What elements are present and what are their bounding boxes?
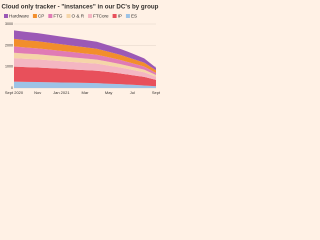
legend-label: Hardware [9, 14, 29, 19]
legend-label: O & R [72, 14, 85, 19]
x-tick-label: Sept 2020 [5, 90, 24, 95]
area [14, 30, 156, 71]
y-tick-label: 2000 [5, 43, 13, 47]
x-tick-label: May [105, 90, 113, 95]
legend-swatch [32, 14, 37, 18]
legend-label: FTG [53, 14, 63, 19]
area [14, 38, 156, 73]
x-tick-label: Sept [152, 90, 160, 95]
legend-swatch [125, 14, 130, 18]
area [14, 46, 156, 75]
legend-swatch [112, 14, 117, 18]
area [14, 81, 156, 88]
x-tick-label: Nov [34, 90, 41, 95]
legend-swatch [88, 14, 93, 18]
y-tick-label: 1000 [5, 65, 13, 69]
y-tick-label: 3000 [5, 22, 13, 26]
legend-label: FTCore [93, 14, 109, 19]
x-tick-label: Jan 2021 [53, 90, 70, 95]
chart: Cloud only tracker - "instances" in our … [0, 0, 160, 106]
legend-swatch [48, 14, 53, 18]
y-tick-label: 0 [11, 86, 13, 90]
x-tick-label: Mar [82, 90, 90, 95]
area [14, 58, 156, 80]
legend-label: ES [131, 14, 137, 19]
chart-title: Cloud only tracker - "instances" in our … [2, 4, 159, 11]
area [14, 66, 156, 87]
legend-swatch [4, 14, 8, 18]
x-tick-label: Jul [130, 90, 135, 95]
legend-swatch [66, 14, 71, 18]
area [14, 52, 156, 77]
legend-label: CP [38, 14, 44, 19]
legend-label: IP [118, 14, 122, 19]
